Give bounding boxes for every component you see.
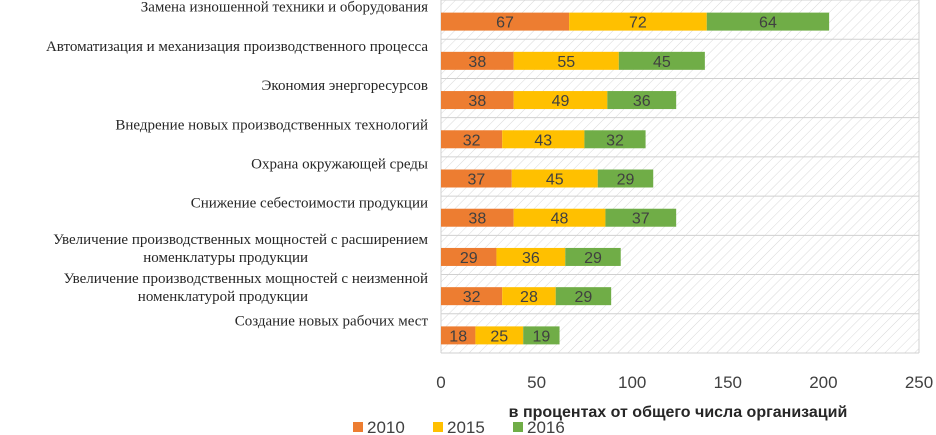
x-axis-ticks: 0 50 100 150 200 250 [436,373,933,392]
bar-segment-2015 [513,208,606,227]
category-labels: Замена изношенной техники и оборудования… [46,0,429,329]
bar-segment-2015 [502,287,556,306]
category-label: Снижение себестоимости продукции [191,196,428,212]
bar-segment-2016 [565,247,621,266]
bar-value-label: 25 [490,328,508,345]
bar-segment-2010 [441,208,514,227]
category-label: Охрана окружающей среды [251,157,428,173]
bar-segment-2010 [441,130,503,149]
bar-value-label: 38 [468,54,486,71]
category-label: Увеличение производственных мощностей с … [53,232,428,248]
bar-value-label: 37 [632,211,650,228]
bar-segment-2010 [441,326,476,345]
bar-value-label: 19 [532,328,550,345]
bar-value-label: 72 [629,15,647,32]
bar-segment-2016 [706,12,830,31]
bar-segment-2016 [618,51,705,70]
legend-label-2015: 2015 [447,418,485,435]
bar-segment-2016 [555,287,612,306]
legend-label-2010: 2010 [367,418,405,435]
bar-segment-2015 [513,91,608,110]
bar-value-label: 28 [520,289,538,306]
bar-segment-2016 [584,130,646,149]
bar-value-label: 64 [759,15,777,32]
bar-segment-2015 [475,326,524,345]
bar-segment-2015 [511,169,598,188]
x-tick-label: 250 [905,373,933,392]
bar-value-label: 37 [467,172,485,189]
x-axis-title: в процентах от общего числа организаций [509,404,848,421]
bar-value-label: 55 [557,54,575,71]
x-tick-label: 0 [436,373,445,392]
legend-swatch-2015 [433,422,443,432]
bar-value-label: 67 [496,15,514,32]
bar-segment-2010 [441,91,514,110]
bar-value-label: 29 [460,250,478,267]
bar-value-label: 29 [617,172,635,189]
bar-value-label: 32 [463,132,481,149]
bar-segment-2016 [523,326,560,345]
bar-segment-2010 [441,51,514,70]
bar-segment-2016 [605,208,677,227]
bar-value-label: 48 [551,211,569,228]
category-label: Автоматизация и механизация производстве… [46,39,428,55]
bar-value-label: 29 [575,289,593,306]
bar-segment-2010 [441,247,497,266]
bar-segment-2016 [597,169,654,188]
x-tick-label: 100 [618,373,646,392]
category-label: Экономия энергоресурсов [262,78,428,94]
legend-label-2016: 2016 [527,418,565,435]
bar-value-label: 49 [552,93,570,110]
category-label: Замена изношенной техники и оборудования [141,0,428,16]
bar-value-label: 45 [653,54,671,71]
bar-segment-2010 [441,169,512,188]
bar-value-label: 32 [606,132,624,149]
x-tick-label: 200 [809,373,837,392]
bar-segment-2015 [569,12,707,31]
bar-value-label: 45 [546,172,564,189]
legend-swatch-2010 [353,422,363,432]
bar-segment-2010 [441,12,570,31]
category-label: Внедрение новых производственных техноло… [115,117,428,133]
bar-value-label: 43 [534,132,552,149]
bar-value-label: 38 [468,211,486,228]
bar-segment-2015 [496,247,566,266]
legend: 2010 2015 2016 [353,418,565,435]
bar-segment-2015 [513,51,619,70]
bar-segment-2015 [502,130,585,149]
bars: 67 72 64 38 55 45 38 49 36 32 43 32 37 45 29 38 48 37 29 36… [441,12,830,345]
bar-segment-2016 [607,91,677,110]
bar-value-label: 29 [584,250,602,267]
x-tick-label: 50 [527,373,546,392]
bar-value-label: 32 [463,289,481,306]
category-label: Увеличение производственных мощностей с … [64,271,428,287]
bar-value-label: 36 [633,93,651,110]
category-label-continued: номенклатурой продукции [138,289,308,305]
bar-value-label: 38 [468,93,486,110]
bar-value-label: 18 [449,328,467,345]
bar-value-label: 36 [522,250,540,267]
category-label: Создание новых рабочих мест [235,313,429,329]
category-label-continued: номенклатуры продукции [143,250,308,266]
legend-swatch-2016 [513,422,523,432]
x-tick-label: 150 [714,373,742,392]
bar-segment-2010 [441,287,503,306]
